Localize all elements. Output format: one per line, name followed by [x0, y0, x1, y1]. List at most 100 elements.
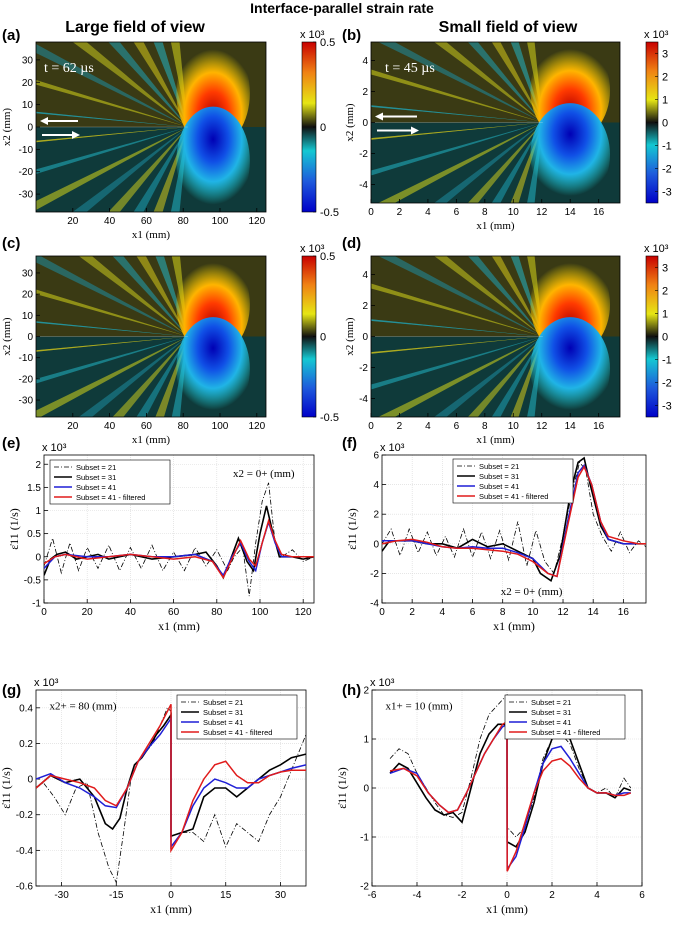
series-line [44, 505, 314, 580]
tick-label: 12 [536, 207, 548, 218]
y-tick-label: 6 [373, 451, 379, 462]
legend-label: Subset = 21 [76, 463, 116, 472]
tick-label: 20 [22, 290, 34, 301]
y-tick-label: 0.2 [19, 739, 33, 750]
legend-label: Subset = 21 [203, 698, 243, 707]
y-tick-label: 0.5 [27, 529, 41, 540]
panel-annotation: x1+ = 10 (mm) [386, 701, 453, 713]
colorbar-exponent: x 10³ [300, 243, 325, 255]
tick-label: -30 [19, 190, 34, 201]
series-line [36, 707, 306, 884]
tick-label: 8 [482, 421, 488, 432]
tick-label: 100 [212, 216, 229, 227]
tick-label: 60 [141, 421, 153, 432]
legend-label: Subset = 41 [531, 718, 571, 727]
line-chart-e: 0 20 40 60 80 100 120 -1 -0.5 0 0.5 1 1.5 2 x1 (mm) ε̇1… [2, 435, 315, 633]
colorbar-tick-label: 0 [320, 122, 326, 134]
y-axis-label: ε̇11 (1/s) [335, 767, 349, 809]
x-tick-label: 60 [168, 607, 180, 618]
tick-label: 10 [22, 100, 34, 111]
panel-letter: (e) [2, 435, 20, 452]
legend-label: Subset = 31 [76, 473, 116, 482]
tick-label: 2 [397, 207, 403, 218]
series-line [382, 465, 646, 578]
tick-label: 100 [212, 421, 229, 432]
panel-annotation: x2 = 0+ (mm) [233, 468, 295, 480]
x-tick-label: 8 [500, 607, 506, 618]
x-axis-label: x1 (mm) [132, 229, 171, 241]
y-tick-label: -0.6 [16, 882, 34, 893]
tick-label: 0 [368, 207, 374, 218]
colorbar-tick-label: 0 [662, 117, 668, 129]
axes-frame [381, 454, 647, 604]
tick-label: -20 [19, 167, 34, 178]
x-tick-label: 16 [618, 607, 630, 618]
legend-label: Subset = 21 [479, 462, 519, 471]
panel-annotation: x2+ = 80 (mm) [50, 701, 117, 713]
series-line [382, 461, 646, 575]
axis-exponent: x 10³ [42, 442, 67, 454]
x-tick-label: -15 [109, 890, 124, 901]
tick-label: 0 [362, 332, 368, 343]
tick-label: 6 [454, 207, 460, 218]
colorbar-exponent: x 10³ [644, 243, 669, 255]
x-axis-label: x1 (mm) [486, 902, 528, 916]
tick-label: 4 [362, 56, 368, 67]
y-axis-label: x2 (mm) [1, 108, 13, 147]
y-tick-label: 4 [373, 480, 379, 491]
tick-label: 2 [362, 301, 368, 312]
x-tick-label: 0 [379, 607, 385, 618]
x-tick-label: 12 [557, 607, 569, 618]
negative-lobe [176, 106, 250, 212]
time-label: t = 45 µs [385, 61, 435, 76]
legend-label: Subset = 41 - filtered [531, 728, 600, 737]
y-tick-label: 1 [35, 506, 41, 517]
colormap-image [371, 256, 620, 417]
legend-label: Subset = 21 [531, 698, 571, 707]
line-chart-f: 0 2 4 6 8 10 12 14 16 -4 -2 0 2 4 6 x1 (mm) ε̇11 (1/s) x … [342, 435, 647, 633]
axis-exponent: x 10³ [34, 677, 59, 689]
tick-label: 14 [565, 207, 577, 218]
x-tick-label: 6 [639, 890, 645, 901]
series-line [44, 482, 314, 597]
tick-label: 2 [362, 87, 368, 98]
tick-label: 10 [508, 207, 520, 218]
y-tick-label: 2 [35, 460, 41, 471]
x-tick-label: 10 [527, 607, 539, 618]
legend-label: Subset = 41 [479, 482, 519, 491]
x-axis-label: x1 (mm) [476, 220, 515, 232]
x-tick-label: 20 [82, 607, 94, 618]
tick-label: -20 [19, 374, 34, 385]
colorbar-tick-label: -3 [662, 186, 672, 198]
x-axis-label: x1 (mm) [158, 619, 200, 633]
legend-label: Subset = 31 [479, 472, 519, 481]
colorbar-tick-label: 2 [662, 285, 668, 297]
x-tick-label: 0 [41, 607, 47, 618]
series-line [44, 519, 314, 577]
x-tick-label: 120 [295, 607, 312, 618]
colorbar-tick-label: 0.5 [320, 37, 335, 49]
tick-label: -10 [19, 145, 34, 156]
x-tick-label: -6 [368, 890, 377, 901]
x-tick-label: -2 [458, 890, 467, 901]
tick-label: 4 [362, 270, 368, 281]
tick-label: 10 [508, 421, 520, 432]
colorbar-tick-label: 3 [662, 262, 668, 274]
y-axis-label: x2 (mm) [344, 103, 356, 142]
tick-label: 60 [141, 216, 153, 227]
x-tick-label: 14 [588, 607, 600, 618]
y-tick-label: 0 [35, 552, 41, 563]
colorbar-tick-label: -1 [662, 354, 672, 366]
tick-label: 2 [397, 421, 403, 432]
tick-label: -4 [359, 394, 368, 405]
colormap-image [371, 42, 620, 203]
axis-exponent: x 10³ [370, 677, 395, 689]
header-large-field: Large field of view [65, 19, 205, 36]
colorbar-exponent: x 10³ [644, 29, 669, 41]
tick-label: 0 [27, 123, 33, 134]
negative-lobe [176, 317, 250, 417]
colorbar-tick-label: -0.5 [320, 207, 339, 219]
legend-label: Subset = 31 [531, 708, 571, 717]
x-tick-label: 2 [549, 890, 555, 901]
